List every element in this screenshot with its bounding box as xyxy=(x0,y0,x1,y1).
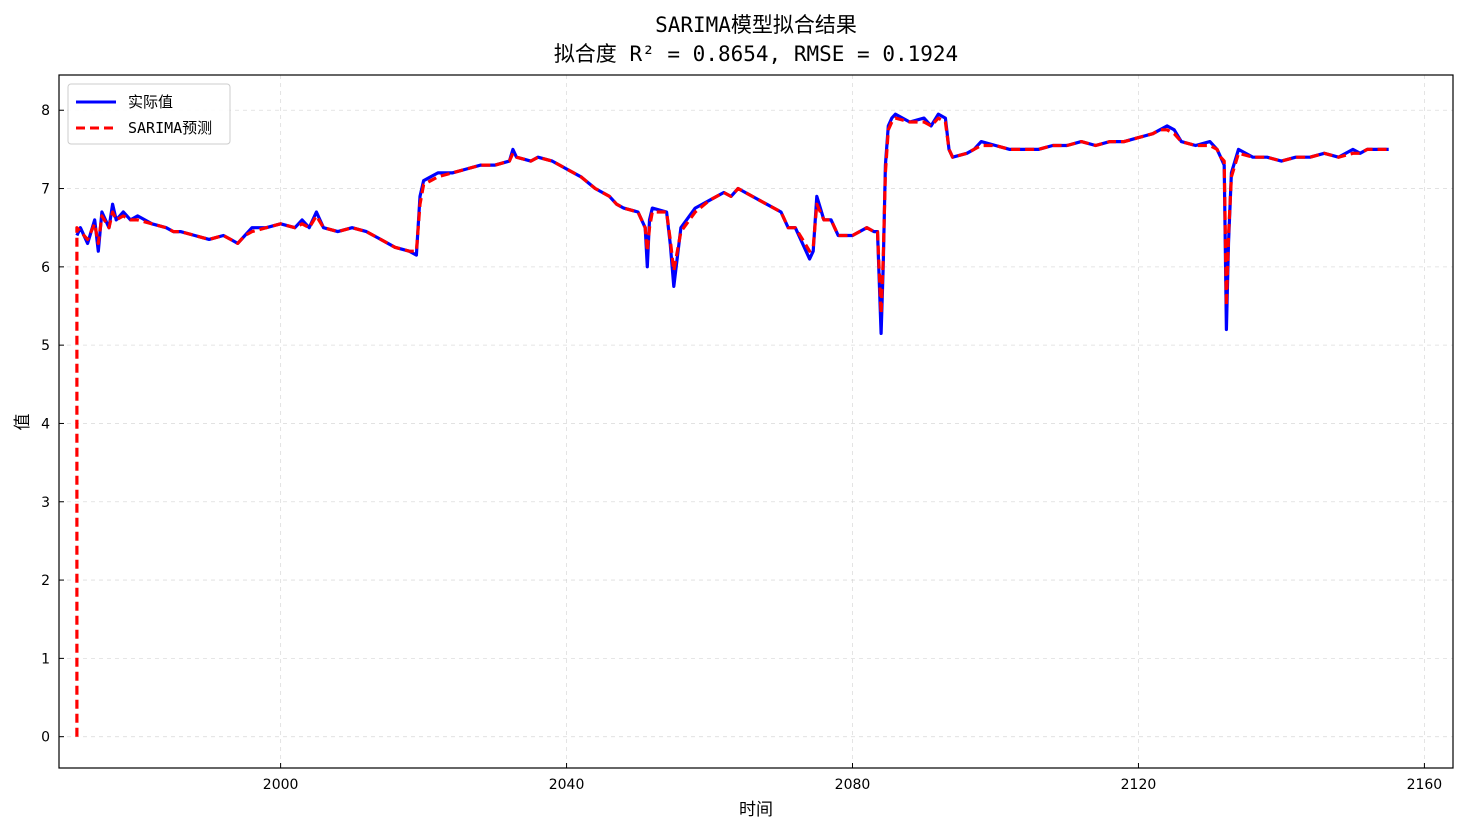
chart-subtitle: 拟合度 R² = 0.8654, RMSE = 0.1924 xyxy=(554,42,958,66)
x-tick-label: 2000 xyxy=(263,777,299,793)
y-tick-label: 7 xyxy=(41,182,50,198)
series-layer xyxy=(75,112,1389,737)
x-tick-label: 2080 xyxy=(835,777,871,793)
plot-frame xyxy=(58,74,1454,769)
y-tick-label: 5 xyxy=(41,338,50,354)
x-axis-label: 时间 xyxy=(739,800,773,820)
x-tick-label: 2120 xyxy=(1121,777,1157,793)
y-tick-label: 8 xyxy=(41,103,50,119)
series-line-forecast xyxy=(75,116,1389,737)
legend: 实际值 SARIMA预测 xyxy=(67,83,231,145)
x-tick-label: 2040 xyxy=(549,777,585,793)
y-tick-label: 4 xyxy=(41,416,50,432)
y-tick-label: 2 xyxy=(41,573,50,589)
y-axis-label: 值 xyxy=(13,414,33,431)
chart-title: SARIMA模型拟合结果 xyxy=(655,13,857,37)
y-tick-label: 6 xyxy=(41,260,50,276)
ticks-layer: 2000 2040 2080 2120 2160 0 1 2 3 4 5 6 7 8 xyxy=(41,103,1442,793)
series-line-actual xyxy=(75,112,1389,335)
legend-label-actual: 实际值 xyxy=(128,93,173,111)
grid-layer xyxy=(59,75,1453,768)
y-tick-label: 0 xyxy=(41,730,50,746)
y-tick-label: 3 xyxy=(41,495,50,511)
y-tick-label: 1 xyxy=(41,651,50,667)
x-tick-label: 2160 xyxy=(1407,777,1443,793)
legend-label-forecast: SARIMA预测 xyxy=(128,119,212,137)
